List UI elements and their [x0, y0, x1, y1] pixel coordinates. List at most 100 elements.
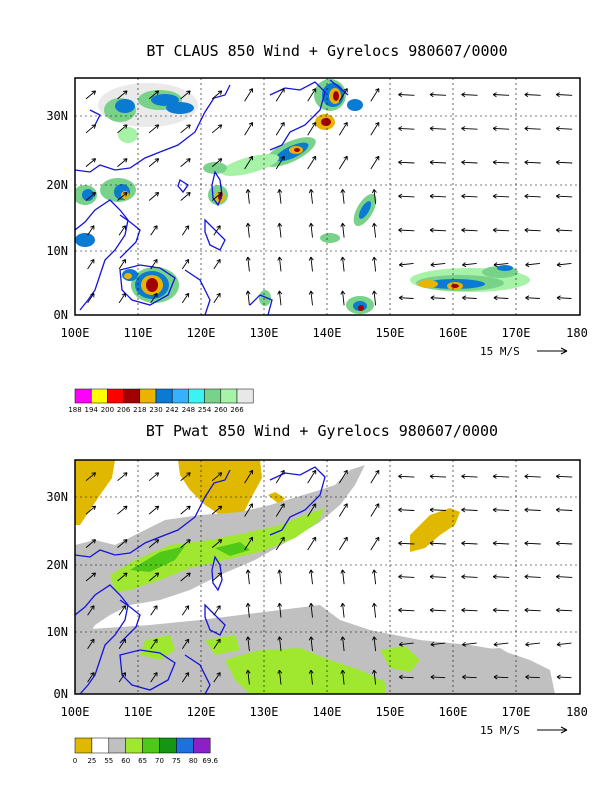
panel1-xtick: 150E — [376, 326, 405, 340]
panel1-x-axis: 100E 110E 120E 130E 140E 150E 160E 170E … — [61, 326, 588, 340]
colorbar-swatch — [220, 388, 238, 404]
wind-vector — [244, 536, 254, 551]
colorbar-swatch — [107, 388, 124, 404]
wind-vector — [370, 121, 380, 136]
wind-vector — [340, 669, 346, 685]
wind-vector — [555, 227, 573, 233]
wind-vector — [87, 258, 95, 270]
wind-vector — [307, 469, 317, 484]
wind-vector — [524, 159, 541, 165]
wind-vector — [308, 602, 314, 618]
colorbar-label: 200 — [101, 406, 114, 414]
wind-vector — [555, 507, 573, 513]
wind-vector — [555, 92, 573, 98]
colorbar-swatch — [108, 737, 126, 754]
wind-vector — [117, 539, 128, 548]
wind-vector — [555, 540, 573, 546]
panel1-xtick: 100E — [61, 326, 90, 340]
wind-vector — [148, 124, 160, 134]
wind-vector — [150, 605, 158, 616]
wind-vector — [277, 290, 283, 306]
wind-vector — [308, 290, 314, 306]
panel2-ytick: 20N — [46, 558, 68, 572]
panel2-frame — [74, 459, 581, 695]
wind-vector — [85, 124, 97, 134]
wind-vector — [181, 638, 190, 649]
wind-vector — [430, 295, 446, 301]
colorbar-label: 55 — [104, 757, 113, 765]
panel1-xtick: 140E — [313, 326, 342, 340]
wind-vector — [211, 472, 223, 482]
wind-vector — [461, 474, 478, 479]
wind-vector — [493, 674, 509, 680]
panel1-ytick: 10N — [46, 244, 68, 258]
wind-vector — [308, 669, 314, 685]
wind-vector — [277, 636, 283, 652]
colorbar-swatch — [123, 388, 141, 404]
wind-vector — [117, 572, 128, 582]
wind-vector — [525, 674, 540, 680]
wind-vector — [211, 539, 223, 548]
panel1-vector-reference-label: 15 M/S — [480, 345, 520, 358]
wind-vector — [148, 539, 160, 548]
colorbar-swatch — [188, 388, 205, 404]
wind-vector — [245, 222, 251, 238]
wind-vector — [213, 605, 221, 616]
wind-vector — [87, 225, 95, 236]
colorbar-swatch — [155, 388, 173, 404]
panel1-title: BT CLAUS 850 Wind + Gyrelocs 980607/0000 — [146, 42, 507, 60]
wind-vector — [492, 540, 510, 546]
wind-vector — [492, 193, 510, 199]
wind-vector — [213, 638, 221, 649]
panel2-x-axis: 100E 110E 120E 130E 140E 150E 160E 170E … — [61, 705, 588, 719]
colorbar-label: 266 — [230, 406, 244, 414]
wind-vector — [85, 539, 97, 548]
wind-vector — [340, 256, 346, 272]
wind-vector — [492, 607, 510, 613]
wind-vector — [118, 638, 126, 649]
panel2-wind-vectors — [85, 469, 573, 685]
wind-vector — [150, 225, 158, 236]
panel1-ytick: 20N — [46, 178, 68, 192]
wind-vector — [555, 607, 573, 613]
colorbar-swatch — [204, 388, 222, 404]
colorbar-label: 0 — [73, 757, 77, 765]
wind-vector — [275, 469, 285, 484]
wind-vector — [556, 262, 572, 268]
wind-vector — [461, 126, 478, 131]
wind-vector — [340, 222, 346, 238]
wind-vector — [87, 292, 95, 304]
wind-vector — [429, 126, 447, 131]
wind-vector — [85, 158, 97, 167]
wind-vector — [277, 189, 283, 204]
wind-vector — [430, 641, 446, 647]
wind-vector — [181, 292, 190, 304]
wind-vector — [245, 290, 251, 306]
wind-vector — [340, 290, 346, 306]
wind-vector — [118, 672, 126, 683]
wind-vector — [275, 503, 285, 517]
panel2-title: BT Pwat 850 Wind + Gyrelocs 980607/0000 — [146, 422, 498, 440]
colorbar-label: 70 — [155, 757, 164, 765]
wind-vector — [492, 126, 510, 131]
wind-vector — [338, 536, 348, 551]
wind-vector — [150, 672, 158, 683]
wind-vector — [277, 669, 283, 685]
panel2-xtick: 160E — [439, 705, 468, 719]
panel1-ytick: 30N — [46, 109, 68, 123]
panel2-pwat-shading — [75, 460, 555, 694]
wind-vector — [338, 88, 348, 102]
colorbar-label: 194 — [85, 406, 99, 414]
wind-vector — [525, 641, 540, 647]
wind-vector — [213, 225, 221, 236]
wind-vector — [211, 158, 223, 167]
wind-vector — [340, 569, 346, 585]
wind-vector — [211, 124, 223, 134]
wind-vector — [370, 88, 380, 102]
panel1-gridlines — [75, 78, 580, 315]
wind-vector — [555, 474, 573, 479]
wind-vector — [462, 641, 477, 647]
colorbar-swatch — [193, 737, 211, 754]
colorbar-swatch — [125, 737, 143, 754]
wind-vector — [462, 262, 477, 268]
